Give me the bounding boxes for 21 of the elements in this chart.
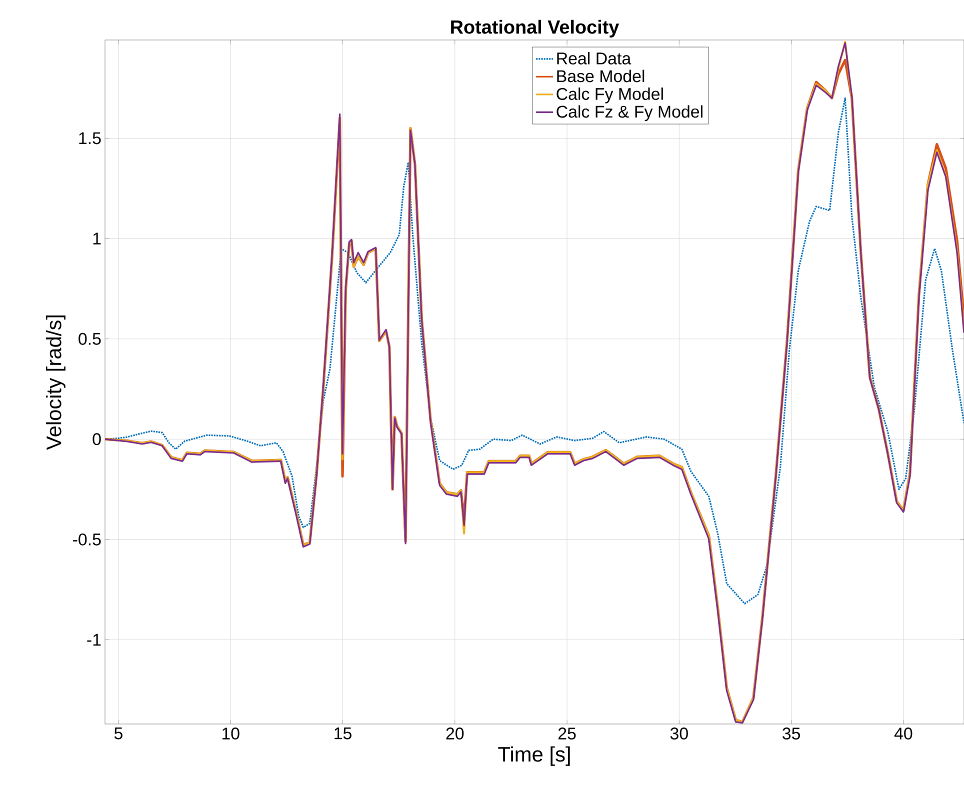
y-tick-label: 1 (93, 232, 101, 244)
legend-label: Real Data (557, 52, 632, 64)
x-tick-label: 10 (222, 728, 240, 740)
legend-label: Calc Fz & Fy Model (556, 105, 702, 122)
x-tick-label: 15 (334, 728, 352, 740)
y-tick-label: 0.5 (78, 332, 101, 345)
x-axis-title: Time [s] (498, 746, 570, 766)
y-tick-label: 0 (92, 433, 101, 446)
x-tick-label: 35 (782, 728, 800, 740)
x-tick-label: 40 (894, 728, 912, 740)
legend-label: Calc Fy Model (556, 88, 663, 104)
chart-title: Rotational Velocity (451, 20, 620, 38)
y-tick-label: -0.5 (73, 533, 101, 546)
legend-label: Base Model (557, 70, 644, 82)
x-tick-label: 20 (446, 728, 464, 740)
y-tick-label: 1.5 (79, 132, 101, 144)
y-axis-title: Velocity [rad/s] (46, 315, 66, 450)
y-tick-label: -1 (87, 634, 101, 646)
x-tick-label: 25 (558, 728, 576, 740)
x-tick-label: 5 (114, 728, 122, 740)
x-tick-label: 30 (670, 728, 688, 740)
